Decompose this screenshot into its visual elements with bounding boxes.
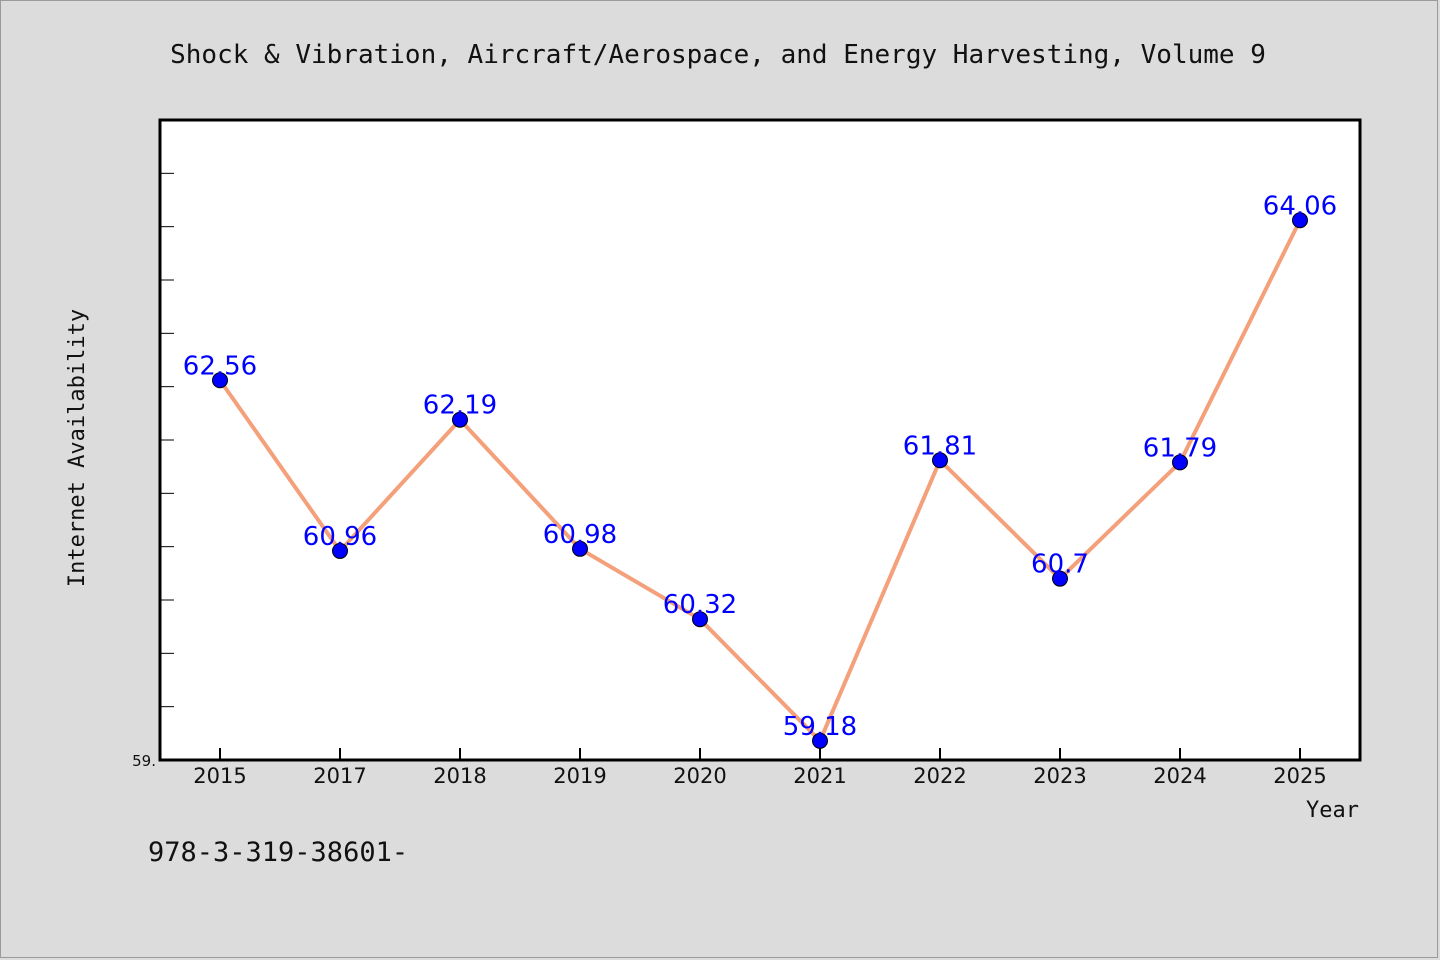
- x-tick-label: 2020: [673, 764, 726, 788]
- chart-title: Shock & Vibration, Aircraft/Aerospace, a…: [170, 40, 1266, 70]
- y-axis-title: Internet Availability: [65, 309, 90, 587]
- data-label: 64.06: [1263, 191, 1337, 221]
- data-point: [1052, 570, 1068, 587]
- data-point: [572, 540, 588, 557]
- x-tick-label: 2022: [913, 764, 966, 788]
- x-tick-label: 2019: [553, 764, 606, 788]
- data-label: 61.79: [1143, 433, 1217, 463]
- y-tick-label-min: 59.: [132, 752, 156, 770]
- data-point: [332, 542, 348, 559]
- data-point: [932, 452, 948, 469]
- plot-area: [158, 118, 1362, 762]
- data-label: 60.7: [1031, 550, 1089, 580]
- x-tick-label: 2021: [793, 764, 846, 788]
- series-line: [218, 219, 1302, 743]
- data-labels: 62.56 60.96 62.19 60.98 60.32 59.18 61.81 60.7 6…: [183, 191, 1337, 742]
- data-point: [1172, 454, 1188, 471]
- data-label: 59.18: [783, 712, 857, 742]
- x-tick-label: 2025: [1273, 764, 1326, 788]
- data-label: 62.19: [423, 391, 497, 421]
- y-axis-ticks: [160, 119, 174, 761]
- x-axis-ticks: 2015 2017 2018 2019 2020 2021 2022 2023 2024 2025: [193, 748, 1327, 788]
- data-label: 60.98: [543, 520, 617, 550]
- data-point: [452, 411, 468, 428]
- footnote: 978-3-319-38601-: [148, 837, 408, 868]
- x-tick-label: 2024: [1153, 764, 1206, 788]
- data-point: [1292, 212, 1308, 229]
- data-label: 60.32: [663, 590, 737, 620]
- x-axis-title: Year: [1306, 798, 1359, 823]
- data-label: 62.56: [183, 351, 257, 381]
- data-point: [212, 372, 228, 389]
- series-markers: [212, 212, 1308, 749]
- x-tick-label: 2017: [313, 764, 366, 788]
- data-label: 60.96: [303, 522, 377, 552]
- data-label: 61.81: [903, 431, 977, 461]
- x-tick-label: 2015: [193, 764, 246, 788]
- x-tick-label: 2018: [433, 764, 486, 788]
- x-tick-label: 2023: [1033, 764, 1086, 788]
- data-point: [812, 732, 828, 749]
- data-point: [692, 611, 708, 628]
